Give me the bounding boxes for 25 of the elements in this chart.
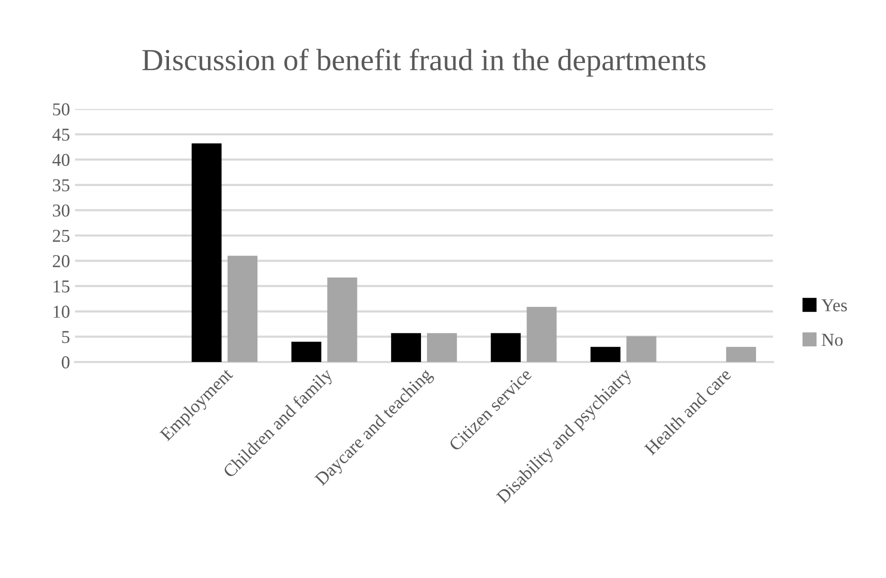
bar [590, 346, 620, 362]
legend-label: No [822, 334, 843, 346]
y-tick-label: 10 [54, 306, 70, 318]
bar [426, 333, 457, 362]
y-tick-label: 15 [54, 280, 70, 293]
y-tick-label: 25 [52, 230, 70, 242]
y-tick-label: 35 [52, 179, 70, 192]
chart-title: Discussion of benefit fraud in the departments [142, 48, 706, 77]
bar [327, 278, 358, 362]
y-tick-label: 30 [52, 204, 70, 217]
y-tick-label: 50 [53, 103, 70, 116]
bar [291, 342, 322, 362]
y-tick-label: 5 [62, 331, 70, 344]
y-tick-label: 20 [52, 255, 70, 268]
bar [391, 333, 422, 362]
bar [726, 346, 756, 362]
bar [526, 306, 557, 362]
bar [626, 336, 656, 362]
bar [490, 333, 521, 362]
y-tick-label: 40 [52, 154, 70, 166]
y-tick-label: 45 [52, 128, 70, 141]
legend-label: Yes [821, 299, 847, 312]
bar [192, 143, 222, 362]
y-tick-label: 0 [62, 356, 70, 368]
bar [228, 256, 258, 362]
